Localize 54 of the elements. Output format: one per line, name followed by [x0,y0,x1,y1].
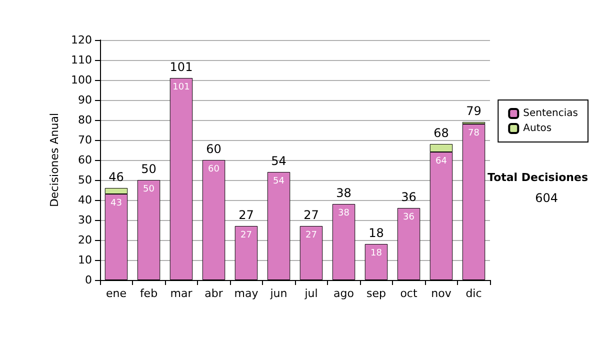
total-label: 60 [206,142,222,156]
y-tick-label: 90 [78,94,92,106]
x-tick-label: dic [466,287,482,300]
data-label: 64 [436,156,448,166]
total-label: 79 [466,104,482,118]
data-label: 38 [338,208,350,218]
y-tick-label: 70 [78,134,92,146]
x-tick-label: feb [140,287,158,300]
total-label: 36 [401,190,416,204]
text: 604 [535,191,558,205]
x-tick-label: nov [431,287,452,300]
y-tick-label: 60 [78,154,92,166]
total-label: 46 [108,170,124,184]
data-label: 27 [240,230,252,240]
total-label: 54 [271,154,286,168]
x-tick-label: sep [366,287,386,300]
total-label: 101 [170,60,193,74]
data-label: 27 [306,230,317,240]
total-label: 27 [304,208,319,222]
total-label: 38 [336,186,352,200]
y-tick-label: 40 [78,194,92,206]
x-tick-label: jul [304,287,318,300]
x-tick-label: ago [334,287,354,300]
y-tick-label: 10 [78,254,92,266]
x-tick-label: jun [269,287,288,300]
total-label: 50 [141,162,156,176]
y-tick-label: 30 [78,214,92,226]
y-tick-label: 0 [85,274,92,286]
data-label: 60 [208,164,220,174]
y-tick-label: 110 [71,54,92,66]
legend-label: Autos [523,123,552,134]
data-label: 36 [403,212,415,222]
y-tick-label: 80 [78,114,92,126]
y-tick-label: 20 [78,234,92,246]
y-tick-label: 100 [71,74,92,86]
total-label: 18 [368,226,384,240]
data-label: 50 [143,184,155,194]
data-label: 54 [273,176,285,186]
y-tick-label: 120 [71,34,92,46]
x-tick-label: mar [170,287,193,300]
y-tick-label: 50 [78,174,92,186]
annotation: Total Decisiones [488,171,588,184]
data-label: 43 [110,198,122,208]
total-label: 27 [238,208,254,222]
total-label: 68 [434,126,449,140]
x-tick-label: oct [400,287,418,300]
data-label: 101 [172,82,190,92]
legend-label: Sentencias [523,108,578,119]
x-tick-label: ene [106,287,127,300]
data-label: 18 [370,248,382,258]
x-tick-label: may [234,287,259,300]
y-axis-title: Decisiones Anual [48,112,61,208]
data-label: 78 [468,128,480,138]
x-tick-label: abr [204,287,224,300]
